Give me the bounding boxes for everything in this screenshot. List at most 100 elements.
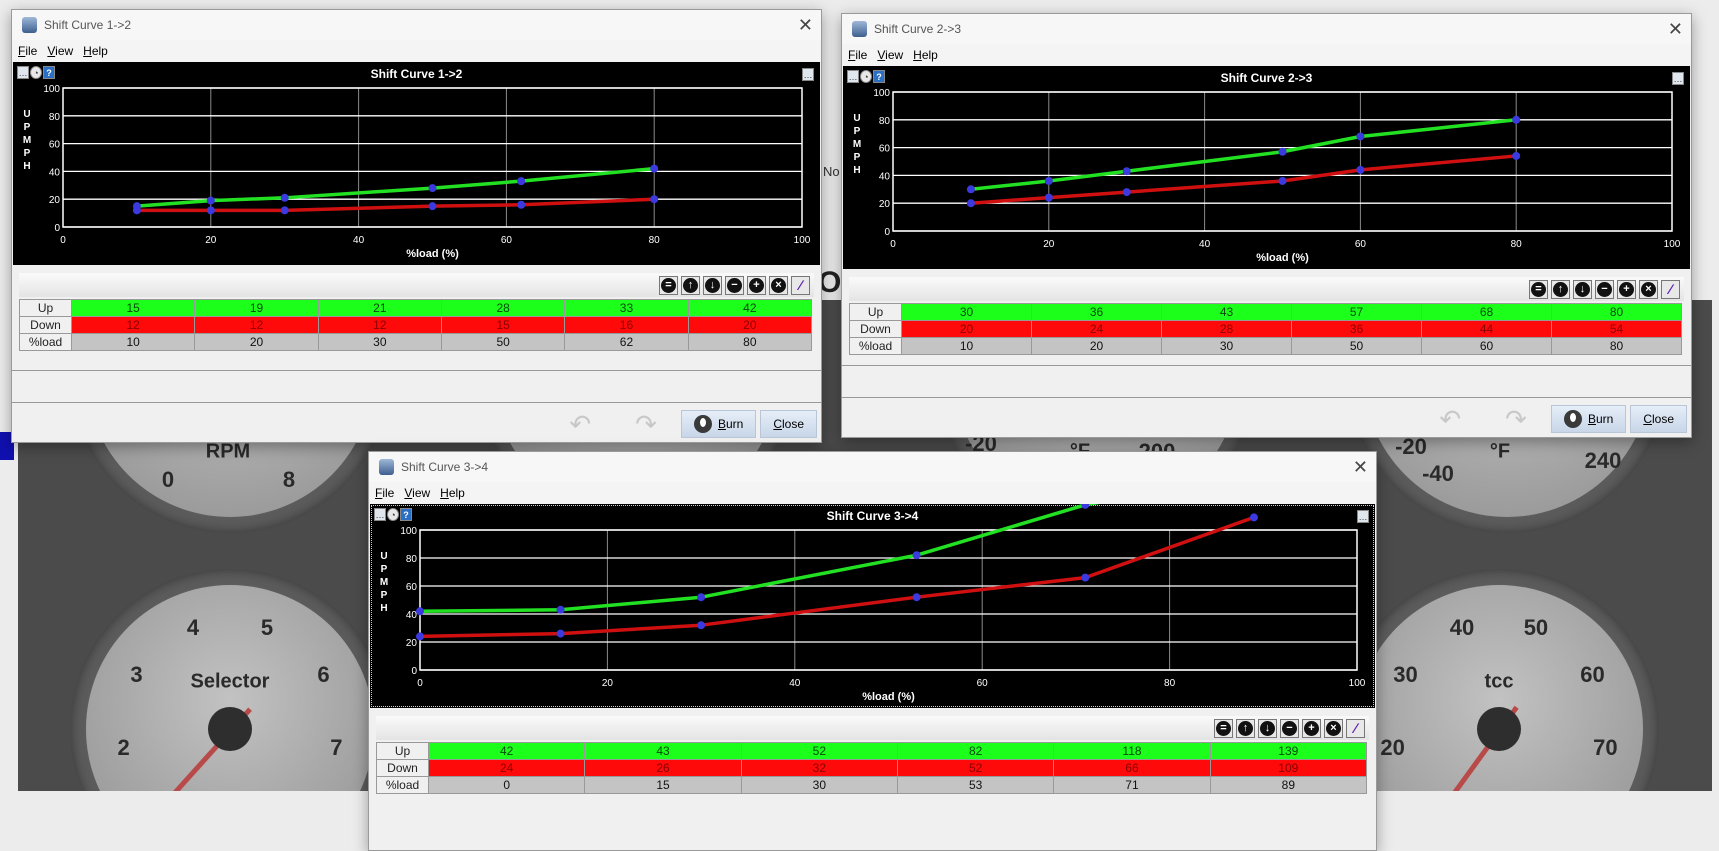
data-point-down[interactable] — [966, 199, 975, 208]
table-cell[interactable]: 16 — [564, 316, 689, 334]
gauge-icon[interactable]: ◔ — [860, 70, 872, 83]
minus-button[interactable]: − — [1595, 279, 1614, 299]
table-cell[interactable]: 10 — [70, 333, 196, 351]
table-cell[interactable]: 68 — [1421, 303, 1552, 321]
table-cell[interactable]: 28 — [1161, 320, 1292, 338]
data-point-up[interactable] — [517, 177, 526, 186]
table-cell[interactable]: 60 — [1421, 337, 1552, 355]
data-point-down[interactable] — [697, 621, 706, 630]
table-cell[interactable]: 109 — [1209, 759, 1368, 777]
table-cell[interactable]: 80 — [687, 333, 813, 351]
menu-file[interactable]: File — [848, 48, 868, 62]
table-cell[interactable]: 15 — [584, 776, 742, 794]
arrow-down-button[interactable]: ↓ — [1258, 718, 1277, 738]
table-cell[interactable]: 54 — [1551, 320, 1682, 338]
table-cell[interactable]: 42 — [687, 299, 813, 317]
burn-button[interactable]: Burn — [680, 410, 757, 438]
arrow-up-button[interactable]: ↑ — [1236, 718, 1255, 738]
data-point-up[interactable] — [416, 607, 424, 616]
table-cell[interactable]: 15 — [440, 316, 566, 334]
arrow-down-button[interactable]: ↓ — [1573, 279, 1592, 299]
undo-icon[interactable]: ↶ — [1439, 404, 1462, 434]
close-window-icon[interactable]: ✕ — [797, 15, 813, 35]
data-point-down[interactable] — [428, 202, 437, 211]
help-icon[interactable]: ? — [873, 70, 885, 83]
data-point-down[interactable] — [912, 593, 921, 602]
close-button[interactable]: Close — [760, 410, 817, 438]
data-point-up[interactable] — [966, 185, 975, 194]
menu-file[interactable]: File — [18, 44, 38, 58]
table-cell[interactable]: 0 — [427, 776, 586, 794]
data-point-down[interactable] — [1044, 193, 1053, 202]
table-cell[interactable]: 15 — [70, 299, 196, 317]
table-cell[interactable]: 43 — [1161, 303, 1292, 321]
more-options-icon[interactable]: … — [847, 70, 859, 83]
table-cell[interactable]: 139 — [1209, 742, 1368, 760]
more-options-icon[interactable]: … — [374, 508, 386, 521]
table-cell[interactable]: 12 — [194, 316, 319, 334]
table-cell[interactable]: 24 — [1031, 320, 1162, 338]
help-icon[interactable]: ? — [43, 66, 55, 79]
table-cell[interactable]: 10 — [901, 337, 1032, 355]
data-point-down[interactable] — [1122, 188, 1131, 197]
table-cell[interactable]: 44 — [1421, 320, 1552, 338]
equals-button[interactable]: = — [659, 275, 678, 295]
data-point-down[interactable] — [206, 206, 215, 215]
title-bar[interactable]: Shift Curve 2->3 ✕ — [842, 14, 1691, 44]
table-cell[interactable]: 26 — [584, 759, 742, 777]
table-cell[interactable]: 57 — [1291, 303, 1422, 321]
table-cell[interactable]: 12 — [317, 316, 442, 334]
burn-button[interactable]: Burn — [1550, 405, 1627, 433]
more-options-icon[interactable]: … — [1357, 510, 1369, 523]
data-point-up[interactable] — [1081, 504, 1090, 509]
table-cell[interactable]: 43 — [584, 742, 742, 760]
table-cell[interactable]: 80 — [1551, 303, 1682, 321]
table-cell[interactable]: 62 — [564, 333, 689, 351]
data-point-up[interactable] — [697, 593, 706, 602]
equals-button[interactable]: = — [1214, 718, 1233, 738]
plus-button[interactable]: + — [1617, 279, 1636, 299]
table-cell[interactable]: 20 — [1031, 337, 1162, 355]
data-point-down[interactable] — [416, 632, 424, 641]
table-cell[interactable]: 24 — [427, 759, 586, 777]
table-cell[interactable]: 89 — [1209, 776, 1368, 794]
data-point-down[interactable] — [650, 195, 659, 204]
arrow-up-button[interactable]: ↑ — [1551, 279, 1570, 299]
data-point-up[interactable] — [556, 605, 565, 614]
table-cell[interactable]: 36 — [1031, 303, 1162, 321]
more-options-icon[interactable]: … — [17, 66, 29, 79]
title-bar[interactable]: Shift Curve 1->2 ✕ — [12, 10, 821, 40]
data-point-down[interactable] — [1249, 513, 1258, 522]
x-button[interactable]: × — [1639, 279, 1658, 299]
menu-help[interactable]: Help — [440, 486, 465, 500]
table-cell[interactable]: 28 — [440, 299, 566, 317]
data-point-down[interactable] — [1081, 573, 1090, 582]
help-icon[interactable]: ? — [400, 508, 412, 521]
data-point-down[interactable] — [1356, 165, 1365, 174]
shift-curve-chart[interactable]: 0 20 40 60 80 100 0 20 40 60 80 100 Shift Curve 3->4… — [370, 504, 1375, 708]
data-point-up[interactable] — [1278, 147, 1287, 156]
menu-help[interactable]: Help — [913, 48, 938, 62]
shift-curve-chart[interactable]: 0 20 40 60 80 100 0 20 40 60 80 100 Shift Curve 1->2… — [13, 62, 820, 265]
table-cell[interactable]: 80 — [1551, 337, 1682, 355]
table-cell[interactable]: 20 — [194, 333, 319, 351]
menu-view[interactable]: View — [47, 44, 74, 58]
table-cell[interactable]: 36 — [1291, 320, 1422, 338]
table-cell[interactable]: 52 — [740, 742, 898, 760]
x-button[interactable]: × — [1324, 718, 1343, 738]
table-cell[interactable]: 20 — [901, 320, 1032, 338]
pencil-button[interactable]: ∕ — [1346, 718, 1365, 738]
data-point-up[interactable] — [650, 164, 659, 173]
data-point-down[interactable] — [1512, 151, 1521, 160]
table-cell[interactable]: 30 — [317, 333, 442, 351]
table-cell[interactable]: 30 — [901, 303, 1032, 321]
redo-icon[interactable]: ↷ — [1505, 404, 1527, 434]
table-cell[interactable]: 66 — [1053, 759, 1211, 777]
minus-button[interactable]: − — [725, 275, 744, 295]
x-button[interactable]: × — [769, 275, 788, 295]
table-cell[interactable]: 42 — [427, 742, 586, 760]
data-point-up[interactable] — [1122, 167, 1131, 176]
data-point-up[interactable] — [206, 196, 215, 205]
table-cell[interactable]: 82 — [896, 742, 1055, 760]
data-point-up[interactable] — [1512, 115, 1521, 124]
